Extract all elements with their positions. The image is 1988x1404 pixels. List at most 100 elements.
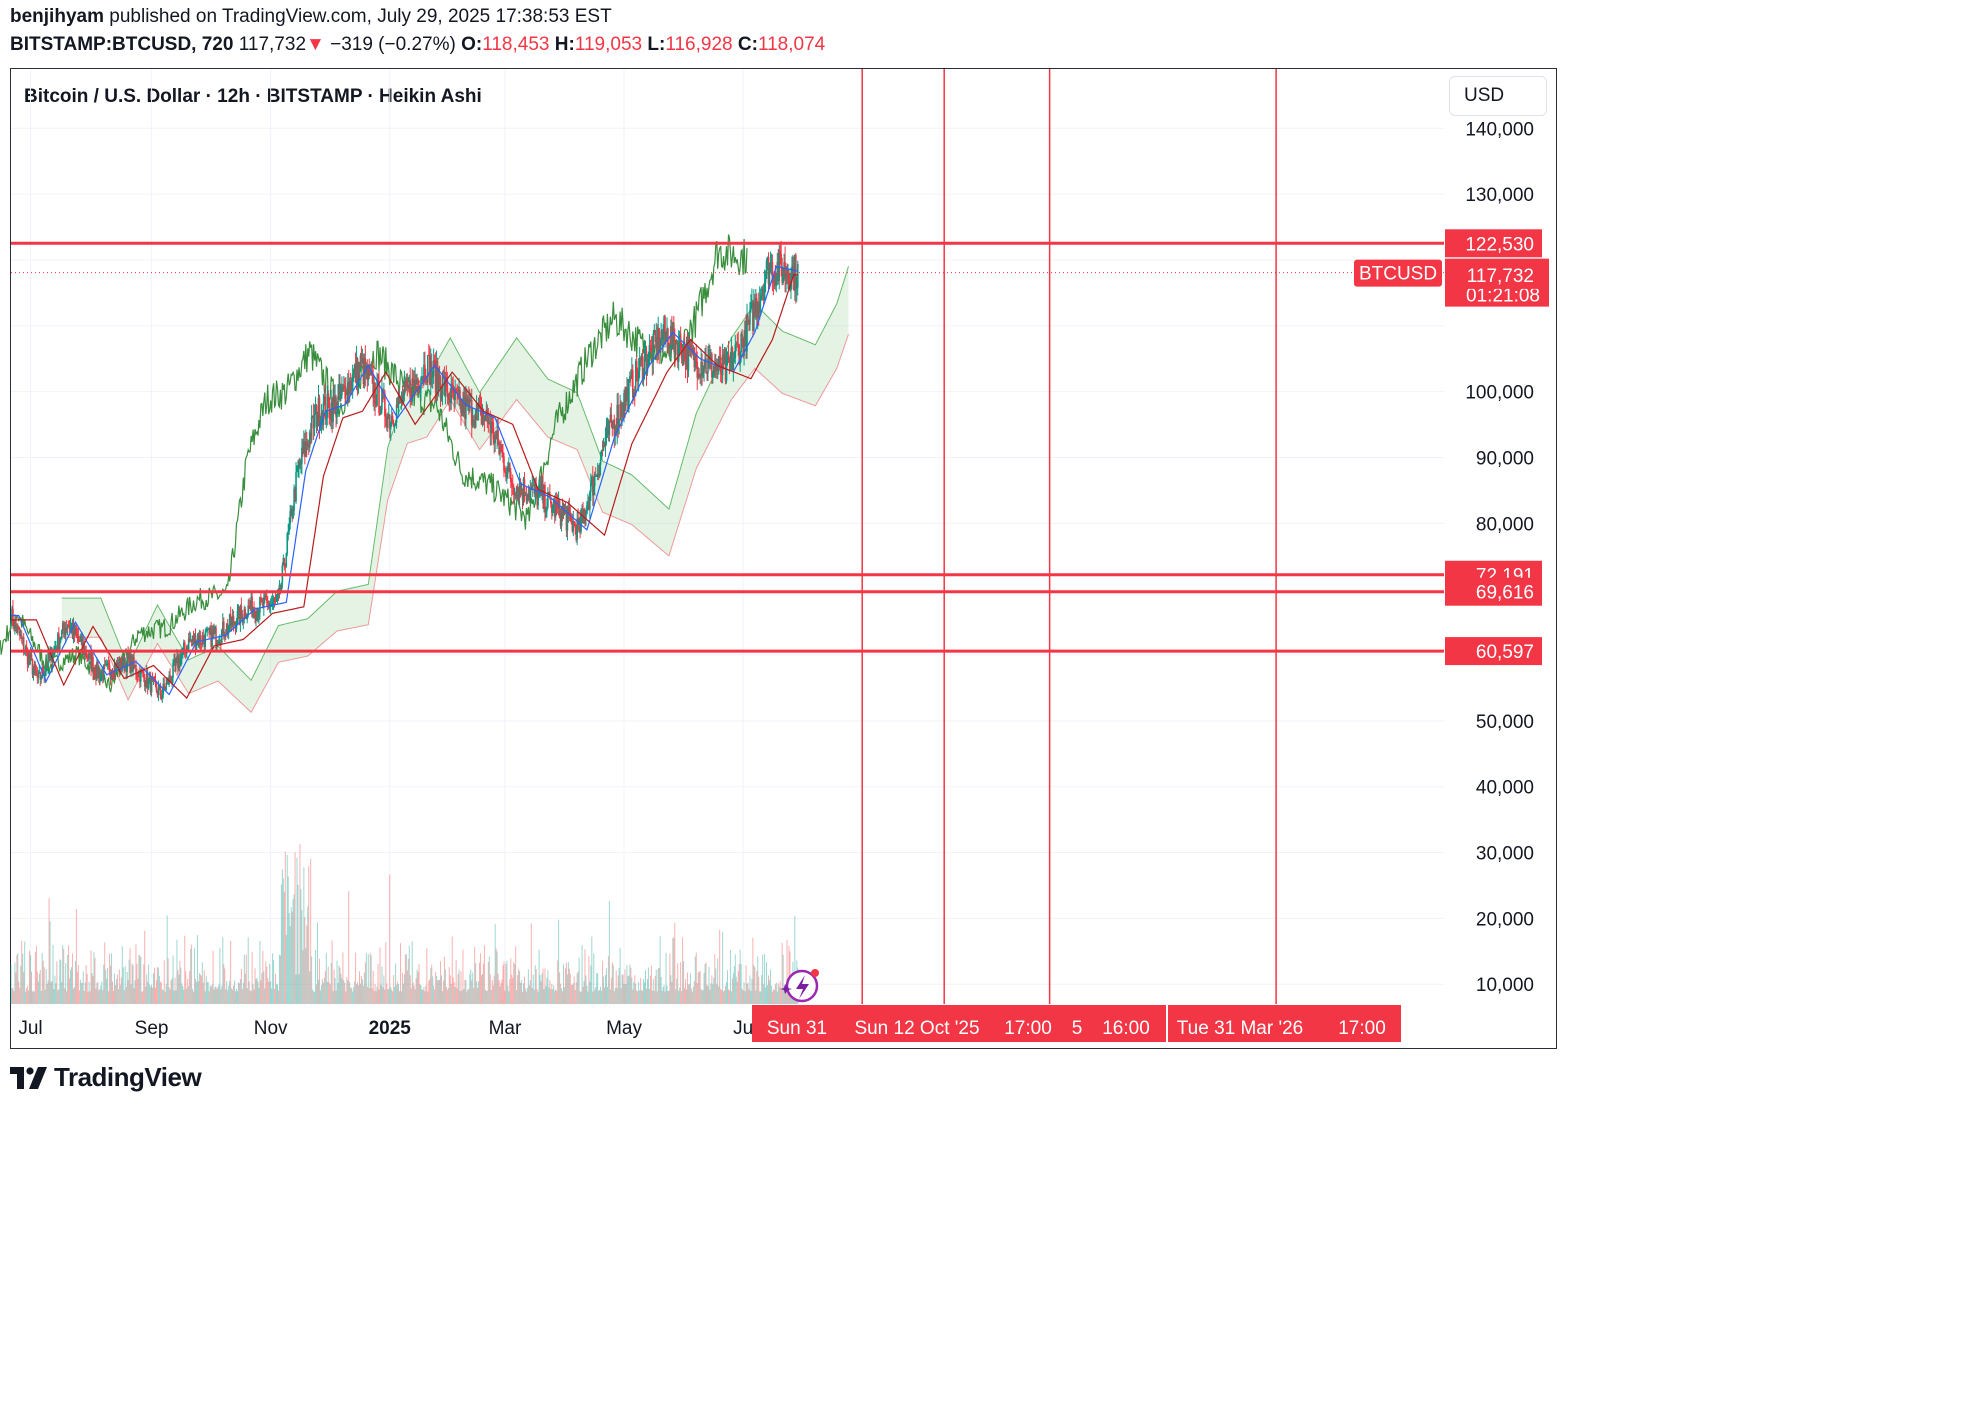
- tradingview-logo[interactable]: TradingView: [10, 1062, 202, 1093]
- candle-body: [414, 380, 416, 386]
- candle-body: [417, 379, 419, 391]
- candle-body: [738, 344, 741, 365]
- candle-body: [726, 353, 729, 355]
- candle-body: [394, 422, 397, 426]
- candle-body: [725, 354, 728, 381]
- candle-body: [102, 664, 105, 680]
- candle-body: [475, 403, 478, 411]
- candle-body: [59, 639, 62, 641]
- bar-countdown: 01:21:08: [1466, 286, 1540, 307]
- candle-body: [427, 355, 429, 383]
- candle-body: [293, 488, 295, 511]
- candle-body: [763, 282, 766, 301]
- chart-frame[interactable]: [10, 68, 1557, 1049]
- candle-body: [17, 626, 19, 634]
- candle-body: [339, 386, 341, 399]
- candle-body: [58, 633, 60, 650]
- candle-body: [591, 477, 594, 496]
- y-axis-tick-label: 90,000: [1476, 448, 1534, 469]
- candle-body: [316, 417, 319, 427]
- candle-body: [706, 372, 708, 374]
- candle-body: [244, 609, 247, 618]
- candle-body: [415, 380, 417, 385]
- candle-body: [776, 261, 779, 277]
- candle-body: [423, 364, 425, 382]
- candle-body: [274, 599, 277, 601]
- candle-body: [718, 356, 721, 358]
- candle-body: [552, 499, 555, 506]
- candle-body: [231, 616, 234, 620]
- candle-body: [573, 521, 576, 524]
- candle-body: [655, 336, 658, 342]
- candle-body: [330, 402, 332, 420]
- candle-body: [672, 322, 674, 345]
- candle-body: [342, 387, 344, 389]
- candle-body: [659, 344, 661, 353]
- candle-body: [772, 281, 775, 283]
- candle-body: [399, 396, 402, 403]
- candle-body: [261, 599, 263, 601]
- candle-body: [639, 357, 642, 361]
- price-chart[interactable]: Bitcoin / U.S. Dollar · 12h · BITSTAMP ·…: [0, 0, 1568, 1108]
- candle-body: [615, 426, 618, 433]
- candle-body: [410, 399, 413, 402]
- candle-body: [138, 671, 140, 677]
- candle-body: [217, 643, 219, 645]
- candle-body: [433, 360, 436, 366]
- candle-body: [626, 387, 628, 394]
- candle-body: [145, 672, 148, 687]
- candle-body: [637, 370, 640, 381]
- candle-body: [329, 417, 332, 420]
- candle-body: [228, 614, 231, 627]
- candle-body: [509, 472, 512, 482]
- candle-body: [768, 268, 771, 285]
- publisher-name[interactable]: benjihyam: [10, 6, 104, 27]
- candle-body: [114, 665, 117, 673]
- candle-body: [408, 380, 411, 389]
- candle-body: [39, 671, 42, 680]
- candle-body: [790, 282, 792, 291]
- candle-body: [54, 647, 56, 649]
- candle-body: [683, 345, 686, 354]
- candle-body: [793, 265, 795, 291]
- currency-button[interactable]: USD: [1449, 76, 1547, 116]
- candle-body: [747, 316, 749, 324]
- candle-body: [504, 471, 506, 473]
- candle-body: [105, 663, 108, 665]
- candle-body: [118, 662, 121, 671]
- candle-body: [466, 397, 468, 404]
- candle-body: [511, 485, 514, 487]
- candle-body: [746, 316, 748, 352]
- candle-body: [378, 382, 380, 414]
- candle-body: [15, 620, 17, 627]
- candle-body: [711, 353, 713, 378]
- candle-body: [175, 659, 177, 666]
- candle-body: [230, 619, 233, 626]
- candle-body: [614, 426, 617, 436]
- candle-body: [387, 414, 390, 416]
- candle-body: [611, 423, 614, 429]
- candle-body: [169, 675, 171, 680]
- candle-body: [349, 380, 352, 391]
- tradingview-wordmark: TradingView: [54, 1062, 202, 1092]
- candle-body: [89, 652, 91, 654]
- candle-body: [141, 671, 144, 673]
- candle-body: [661, 330, 663, 340]
- candle-body: [235, 624, 238, 629]
- candle-body: [65, 628, 68, 630]
- candle-body: [510, 481, 513, 486]
- candle-body: [104, 664, 107, 666]
- candle-body: [534, 483, 536, 494]
- candle-body: [568, 507, 571, 513]
- candle-body: [76, 634, 79, 636]
- y-axis-tick-label: 30,000: [1476, 844, 1534, 865]
- candle-body: [598, 464, 601, 477]
- candle-body: [403, 381, 406, 395]
- candle-body: [589, 491, 591, 510]
- candle-body: [87, 658, 89, 660]
- candle-body: [227, 626, 230, 632]
- candle-body: [740, 333, 742, 353]
- candle-body: [779, 250, 782, 254]
- candle-body: [456, 391, 458, 394]
- candle-body: [291, 509, 293, 519]
